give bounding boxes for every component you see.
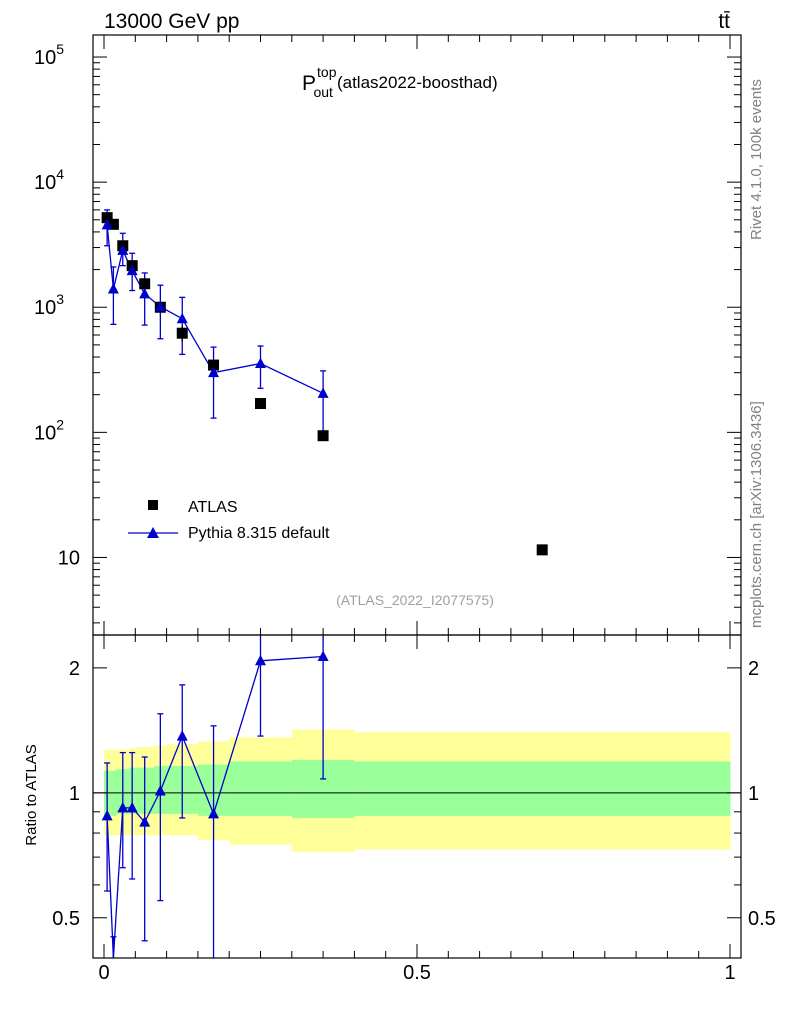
- legend-pythia-label: Pythia 8.315 default: [188, 525, 330, 542]
- ratio-data-point: [208, 807, 220, 819]
- pythia-data-point: [176, 312, 188, 324]
- legend-atlas-label: ATLAS: [188, 499, 238, 516]
- tick-label-base: 10: [34, 297, 56, 319]
- title-main: P: [302, 72, 316, 95]
- ratio-panel-frame: [92, 634, 742, 959]
- ratio-axis-ticks: 0.5 0.5 1 1 2 2 0 0.5 1: [52, 635, 776, 984]
- main-y-tick-label: 105: [34, 41, 64, 69]
- mcplots-label: mcplots.cern.ch [arXiv:1306.3436]: [748, 401, 765, 628]
- ratio-axis-label: Ratio to ATLAS: [23, 744, 40, 845]
- atlas-data-point: [176, 327, 188, 339]
- legend-pythia-marker: [147, 527, 159, 538]
- legend: ATLAS Pythia 8.315 default: [128, 499, 330, 542]
- atlas-data-point: [208, 359, 220, 371]
- ratio-green-band: [229, 761, 293, 816]
- main-plot-area: [101, 209, 548, 556]
- ratio-uncertainty-bands: [93, 729, 741, 853]
- tick-label-base: 10: [34, 422, 56, 444]
- tick-label-exponent: 5: [56, 41, 64, 57]
- ratio-x-tick-label: 0.5: [403, 962, 431, 984]
- ratio-plot-area: [101, 635, 329, 959]
- tick-label-exponent: 4: [56, 166, 64, 182]
- pythia-series-line: [106, 224, 324, 394]
- main-panel-frame: [92, 34, 742, 636]
- ratio-x-tick-label: 0: [98, 962, 109, 984]
- energy-label: 13000 GeV pp: [104, 10, 239, 33]
- main-y-tick-label: 103: [34, 291, 64, 319]
- ratio-green-band: [354, 761, 731, 816]
- atlas-data-point: [139, 278, 151, 290]
- ratio-data-point: [101, 809, 113, 821]
- ratio-series-line: [106, 655, 324, 959]
- tick-label-base: 10: [34, 47, 56, 69]
- ratio-y-tick-label-right: 2: [748, 658, 759, 680]
- main-y-tick-label: 102: [34, 416, 64, 444]
- plot-title: Ptop out (atlas2022-boosthad): [302, 64, 498, 100]
- ratio-x-tick-label: 1: [724, 962, 735, 984]
- pythia-data-point: [139, 287, 151, 299]
- ratio-data-point: [139, 816, 151, 827]
- atlas-data-point: [101, 212, 113, 224]
- pythia-data-point: [317, 387, 329, 398]
- atlas-data-point: [536, 544, 548, 556]
- ratio-green-band: [110, 770, 118, 816]
- ratio-data-point: [154, 785, 166, 796]
- tick-label-exponent: 2: [56, 416, 64, 432]
- pythia-data-point: [126, 264, 138, 276]
- pythia-data-point: [255, 357, 266, 369]
- atlas-data-point: [255, 398, 266, 410]
- legend-atlas-marker: [148, 500, 158, 510]
- title-suffix: (atlas2022-boosthad): [337, 73, 498, 92]
- process-label: tt̄: [718, 10, 730, 33]
- atlas-data-point: [317, 430, 329, 442]
- ratio-y-tick-label-left: 0.5: [52, 908, 80, 930]
- title-superscript: top: [317, 64, 337, 80]
- main-y-tick-label: 10: [58, 547, 80, 569]
- pythia-data-point: [107, 282, 119, 294]
- ratio-y-tick-label-left: 2: [69, 658, 80, 680]
- title-subscript: out: [313, 84, 333, 100]
- tick-label-exponent: 3: [56, 291, 64, 307]
- pythia-data-point: [208, 366, 220, 378]
- atlas-data-point: [107, 218, 119, 230]
- ratio-data-point: [176, 730, 188, 741]
- ratio-data-point: [317, 650, 329, 662]
- main-y-tick-label: 104: [34, 166, 64, 194]
- ratio-y-tick-label-left: 1: [69, 783, 80, 805]
- rivet-version-label: Rivet 4.1.0, 100k events: [748, 79, 765, 240]
- ratio-data-point: [117, 801, 129, 813]
- tick-label-base: 10: [34, 172, 56, 194]
- pythia-data-point: [117, 244, 129, 255]
- ratio-data-point: [255, 654, 266, 666]
- pythia-data-point: [154, 300, 166, 312]
- ratio-y-tick-label-right: 0.5: [748, 908, 776, 930]
- pythia-data-point: [101, 218, 113, 230]
- analysis-watermark: (ATLAS_2022_I2077575): [336, 592, 494, 608]
- ratio-data-point: [126, 801, 138, 813]
- ratio-y-tick-label-right: 1: [748, 783, 759, 805]
